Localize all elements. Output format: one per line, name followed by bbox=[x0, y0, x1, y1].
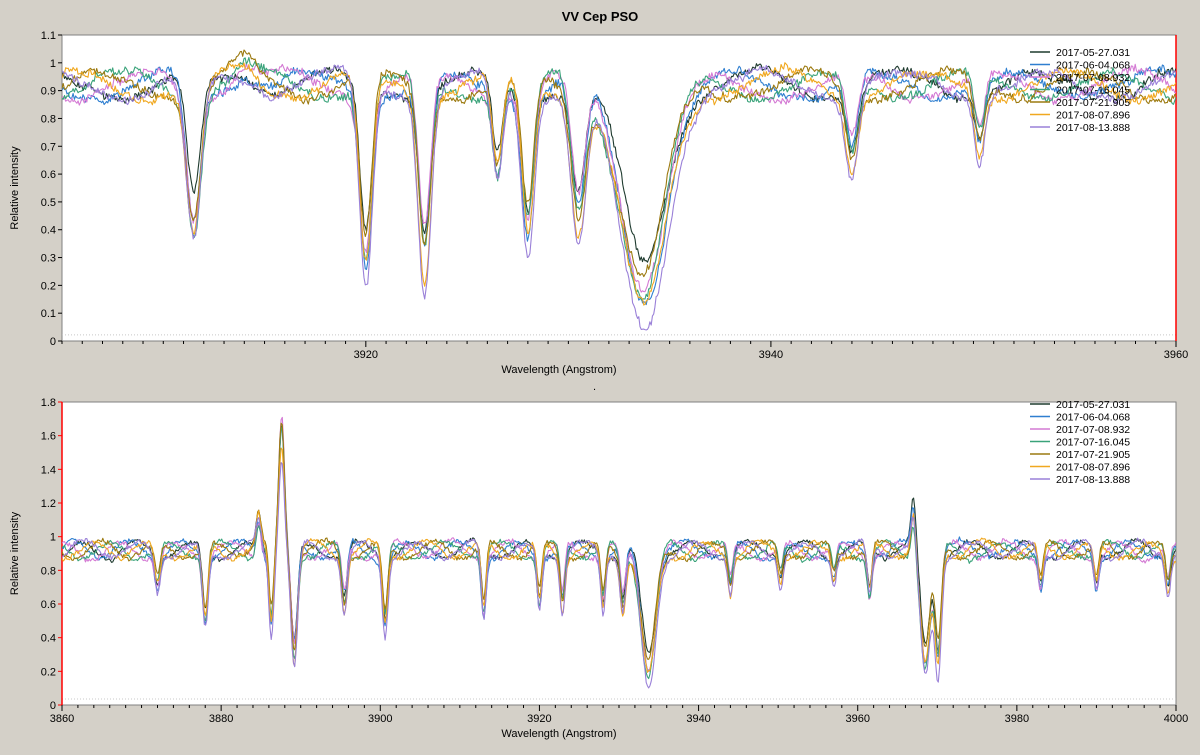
legend-entry: 2017-07-08.932 bbox=[1056, 424, 1130, 436]
y-tick-label: 1.8 bbox=[41, 397, 56, 409]
series-lines bbox=[62, 416, 1176, 689]
legend-entry: 2017-05-27.031 bbox=[1056, 399, 1130, 411]
y-tick-label: 0.8 bbox=[41, 113, 56, 125]
y-tick-label: 0.2 bbox=[41, 666, 56, 678]
y-tick-label: 1.6 bbox=[41, 431, 56, 443]
y-tick-label: 0.6 bbox=[41, 599, 56, 611]
x-tick-label: 3940 bbox=[759, 349, 783, 361]
legend-entry: 2017-06-04.068 bbox=[1056, 412, 1130, 424]
x-tick-label: 4000 bbox=[1164, 713, 1188, 725]
y-tick-label: 1 bbox=[50, 532, 56, 544]
series-line-5 bbox=[62, 422, 1176, 660]
x-tick-label: 3940 bbox=[686, 713, 710, 725]
y-tick-label: 0 bbox=[50, 700, 56, 712]
y-tick-label: 0.4 bbox=[41, 225, 56, 237]
x-tick-label: 3960 bbox=[845, 713, 869, 725]
series-lines bbox=[62, 49, 1176, 331]
legend-entry: 2017-08-13.888 bbox=[1056, 122, 1130, 134]
y-tick-label: 1.4 bbox=[41, 464, 56, 476]
x-tick-label: 3960 bbox=[1164, 349, 1188, 361]
x-tick-label: 3900 bbox=[368, 713, 392, 725]
y-tick-label: 0.6 bbox=[41, 169, 56, 181]
figure-title: VV Cep PSO bbox=[562, 9, 639, 24]
y-axis-label: Relative intensity bbox=[9, 511, 21, 595]
legend-entry: 2017-07-21.905 bbox=[1056, 449, 1130, 461]
legend-entry: 2017-05-27.031 bbox=[1056, 47, 1130, 59]
y-tick-label: 0.2 bbox=[41, 280, 56, 292]
legend-entry: 2017-08-07.896 bbox=[1056, 110, 1130, 122]
y-tick-label: 0.8 bbox=[41, 565, 56, 577]
y-tick-label: 0.9 bbox=[41, 86, 56, 98]
legend-entry: 2017-06-04.068 bbox=[1056, 60, 1130, 72]
x-axis-label: Wavelength (Angstrom) bbox=[501, 364, 616, 376]
y-axis-label: Relative intensity bbox=[9, 146, 21, 230]
bottom-spectrum-panel: 0 0.2 0.4 0.6 0.8 1 1.2 1.4 1.6 1.8 3860 3880 3900 39… bbox=[9, 397, 1188, 740]
x-axis-label: Wavelength (Angstrom) bbox=[501, 728, 616, 740]
legend-entry: 2017-08-13.888 bbox=[1056, 474, 1130, 486]
legend-entry: 2017-08-07.896 bbox=[1056, 462, 1130, 474]
y-tick-label: 0.4 bbox=[41, 633, 56, 645]
top-spectrum-panel: 0 0.1 0.2 0.3 0.4 0.5 0.6 0.7 0.8 0.9 1 1.1 3920 3940… bbox=[9, 30, 1188, 376]
legend-entry: 2017-07-21.905 bbox=[1056, 97, 1130, 109]
legend-entry: 2017-07-16.045 bbox=[1056, 85, 1130, 97]
x-tick-label: 3920 bbox=[354, 349, 378, 361]
legend-entry: 2017-07-16.045 bbox=[1056, 437, 1130, 449]
y-tick-label: 0.7 bbox=[41, 141, 56, 153]
x-tick-label: 3880 bbox=[209, 713, 233, 725]
series-line-7 bbox=[62, 64, 1176, 331]
series-line-4 bbox=[62, 56, 1176, 301]
y-tick-label: 0.1 bbox=[41, 308, 56, 320]
legend-entry: 2017-07-08.932 bbox=[1056, 72, 1130, 84]
separator-dot: . bbox=[593, 381, 596, 393]
x-tick-label: 3920 bbox=[527, 713, 551, 725]
y-tick-label: 0 bbox=[50, 336, 56, 348]
y-tick-label: 1 bbox=[50, 58, 56, 70]
y-tick-label: 0.5 bbox=[41, 197, 56, 209]
y-tick-label: 1.2 bbox=[41, 498, 56, 510]
series-line-7 bbox=[62, 462, 1176, 689]
y-tick-label: 0.3 bbox=[41, 253, 56, 265]
x-tick-label: 3860 bbox=[50, 713, 74, 725]
y-tick-label: 1.1 bbox=[41, 30, 56, 42]
x-tick-label: 3980 bbox=[1005, 713, 1029, 725]
